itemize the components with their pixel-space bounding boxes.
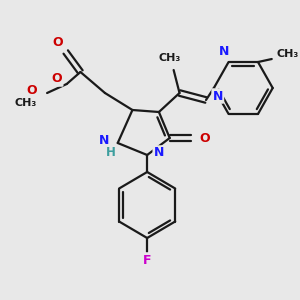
- Text: O: O: [26, 85, 37, 98]
- Text: O: O: [52, 73, 62, 85]
- Text: N: N: [99, 134, 109, 146]
- Text: N: N: [218, 44, 229, 58]
- Text: N: N: [154, 146, 164, 160]
- Text: O: O: [200, 131, 210, 145]
- Text: F: F: [143, 254, 152, 266]
- Text: CH₃: CH₃: [159, 53, 181, 63]
- Text: CH₃: CH₃: [276, 49, 298, 59]
- Text: O: O: [52, 37, 63, 50]
- Text: CH₃: CH₃: [14, 98, 37, 108]
- Text: H: H: [106, 146, 116, 158]
- Text: N: N: [213, 89, 223, 103]
